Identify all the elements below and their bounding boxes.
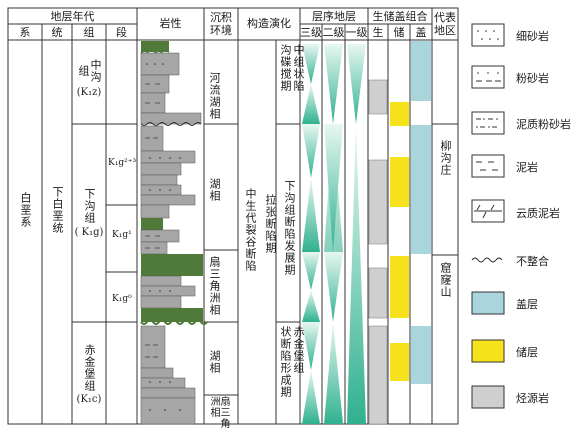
sequence-column [302, 44, 366, 424]
section-c: K₁g⁰ [112, 294, 132, 304]
tectonic-stage2: 下沟组断陷发展期 [283, 180, 296, 276]
srs-column [368, 41, 431, 425]
series-label: 下白垩统 [51, 186, 64, 234]
group-middle: 下沟组 ( K₁g) [74, 188, 104, 238]
legend-mudstone: 泥岩 [516, 161, 538, 174]
legend-source-rock: 烃源岩 [516, 392, 549, 405]
header-seq-2: 二级 [322, 26, 345, 39]
env-fan-delta-1: 扇三角洲相 [208, 256, 221, 316]
legend-unconformity: 不整合 [516, 255, 549, 268]
header-seq-1: 一级 [345, 26, 368, 39]
header-source: 生 [372, 26, 384, 39]
area-liugouzhuang: 柳沟庄 [439, 140, 452, 176]
legend-argillaceous-siltstone: 泥质粉砂岩 [516, 118, 571, 131]
header-system: 系 [19, 26, 31, 39]
tectonic-sub: 拉张断陷期 [264, 194, 277, 254]
legend-dolomitic-mudstone: 云质泥岩 [516, 207, 560, 220]
env-lacustrine-1: 湖相 [208, 178, 221, 202]
legend-siltstone: 粉砂岩 [516, 72, 549, 85]
header-lithology: 岩性 [159, 17, 182, 30]
header-sed-env: 沉积环境 [210, 11, 232, 37]
header-group: 组 [83, 26, 95, 39]
header-tectonic: 构造演化 [247, 17, 291, 30]
header-cap: 盖 [415, 26, 427, 39]
group-lower: 赤金堡组 (K₁c) [76, 344, 102, 405]
tectonic-stage1: 沟碟搅期 中组状陷 [279, 44, 305, 92]
header-section: 段 [116, 26, 127, 39]
header-strat-age: 地层年代 [50, 10, 95, 23]
legend-fine-sandstone: 细砂岩 [516, 30, 549, 43]
header-area: 代表地区 [434, 11, 456, 37]
legend-reservoir-layer: 储层 [516, 346, 538, 359]
tectonic-stage3: 状断陷形成期 赤金堡组 [279, 326, 305, 398]
header-series: 统 [51, 26, 63, 39]
tectonic-main: 中生代裂谷断陷 [244, 188, 257, 272]
strat-column-chart [7, 7, 459, 425]
header-sequence: 层序地层 [312, 10, 356, 23]
legend-swatches [471, 23, 505, 409]
area-kulongshan: 窟窿山 [439, 262, 452, 298]
group-upper: 中沟组 (K₁z) [76, 59, 102, 98]
section-a: K₁g²⁺³ [108, 158, 137, 168]
env-fan-delta-2: 扇三角洲相 [208, 396, 229, 429]
section-b: K₁g¹ [112, 230, 132, 240]
header-seq-3: 三级 [300, 26, 322, 39]
env-fluvial-lacustrine: 河流湖相 [208, 72, 221, 120]
system-label: 白垩系 [19, 192, 32, 228]
legend-cap-layer: 盖层 [516, 298, 538, 311]
lithology-column [140, 41, 208, 425]
header-srs: 生储盖组合 [372, 10, 428, 23]
env-lacustrine-2: 湖相 [208, 350, 221, 374]
header-reservoir: 储 [393, 26, 405, 39]
